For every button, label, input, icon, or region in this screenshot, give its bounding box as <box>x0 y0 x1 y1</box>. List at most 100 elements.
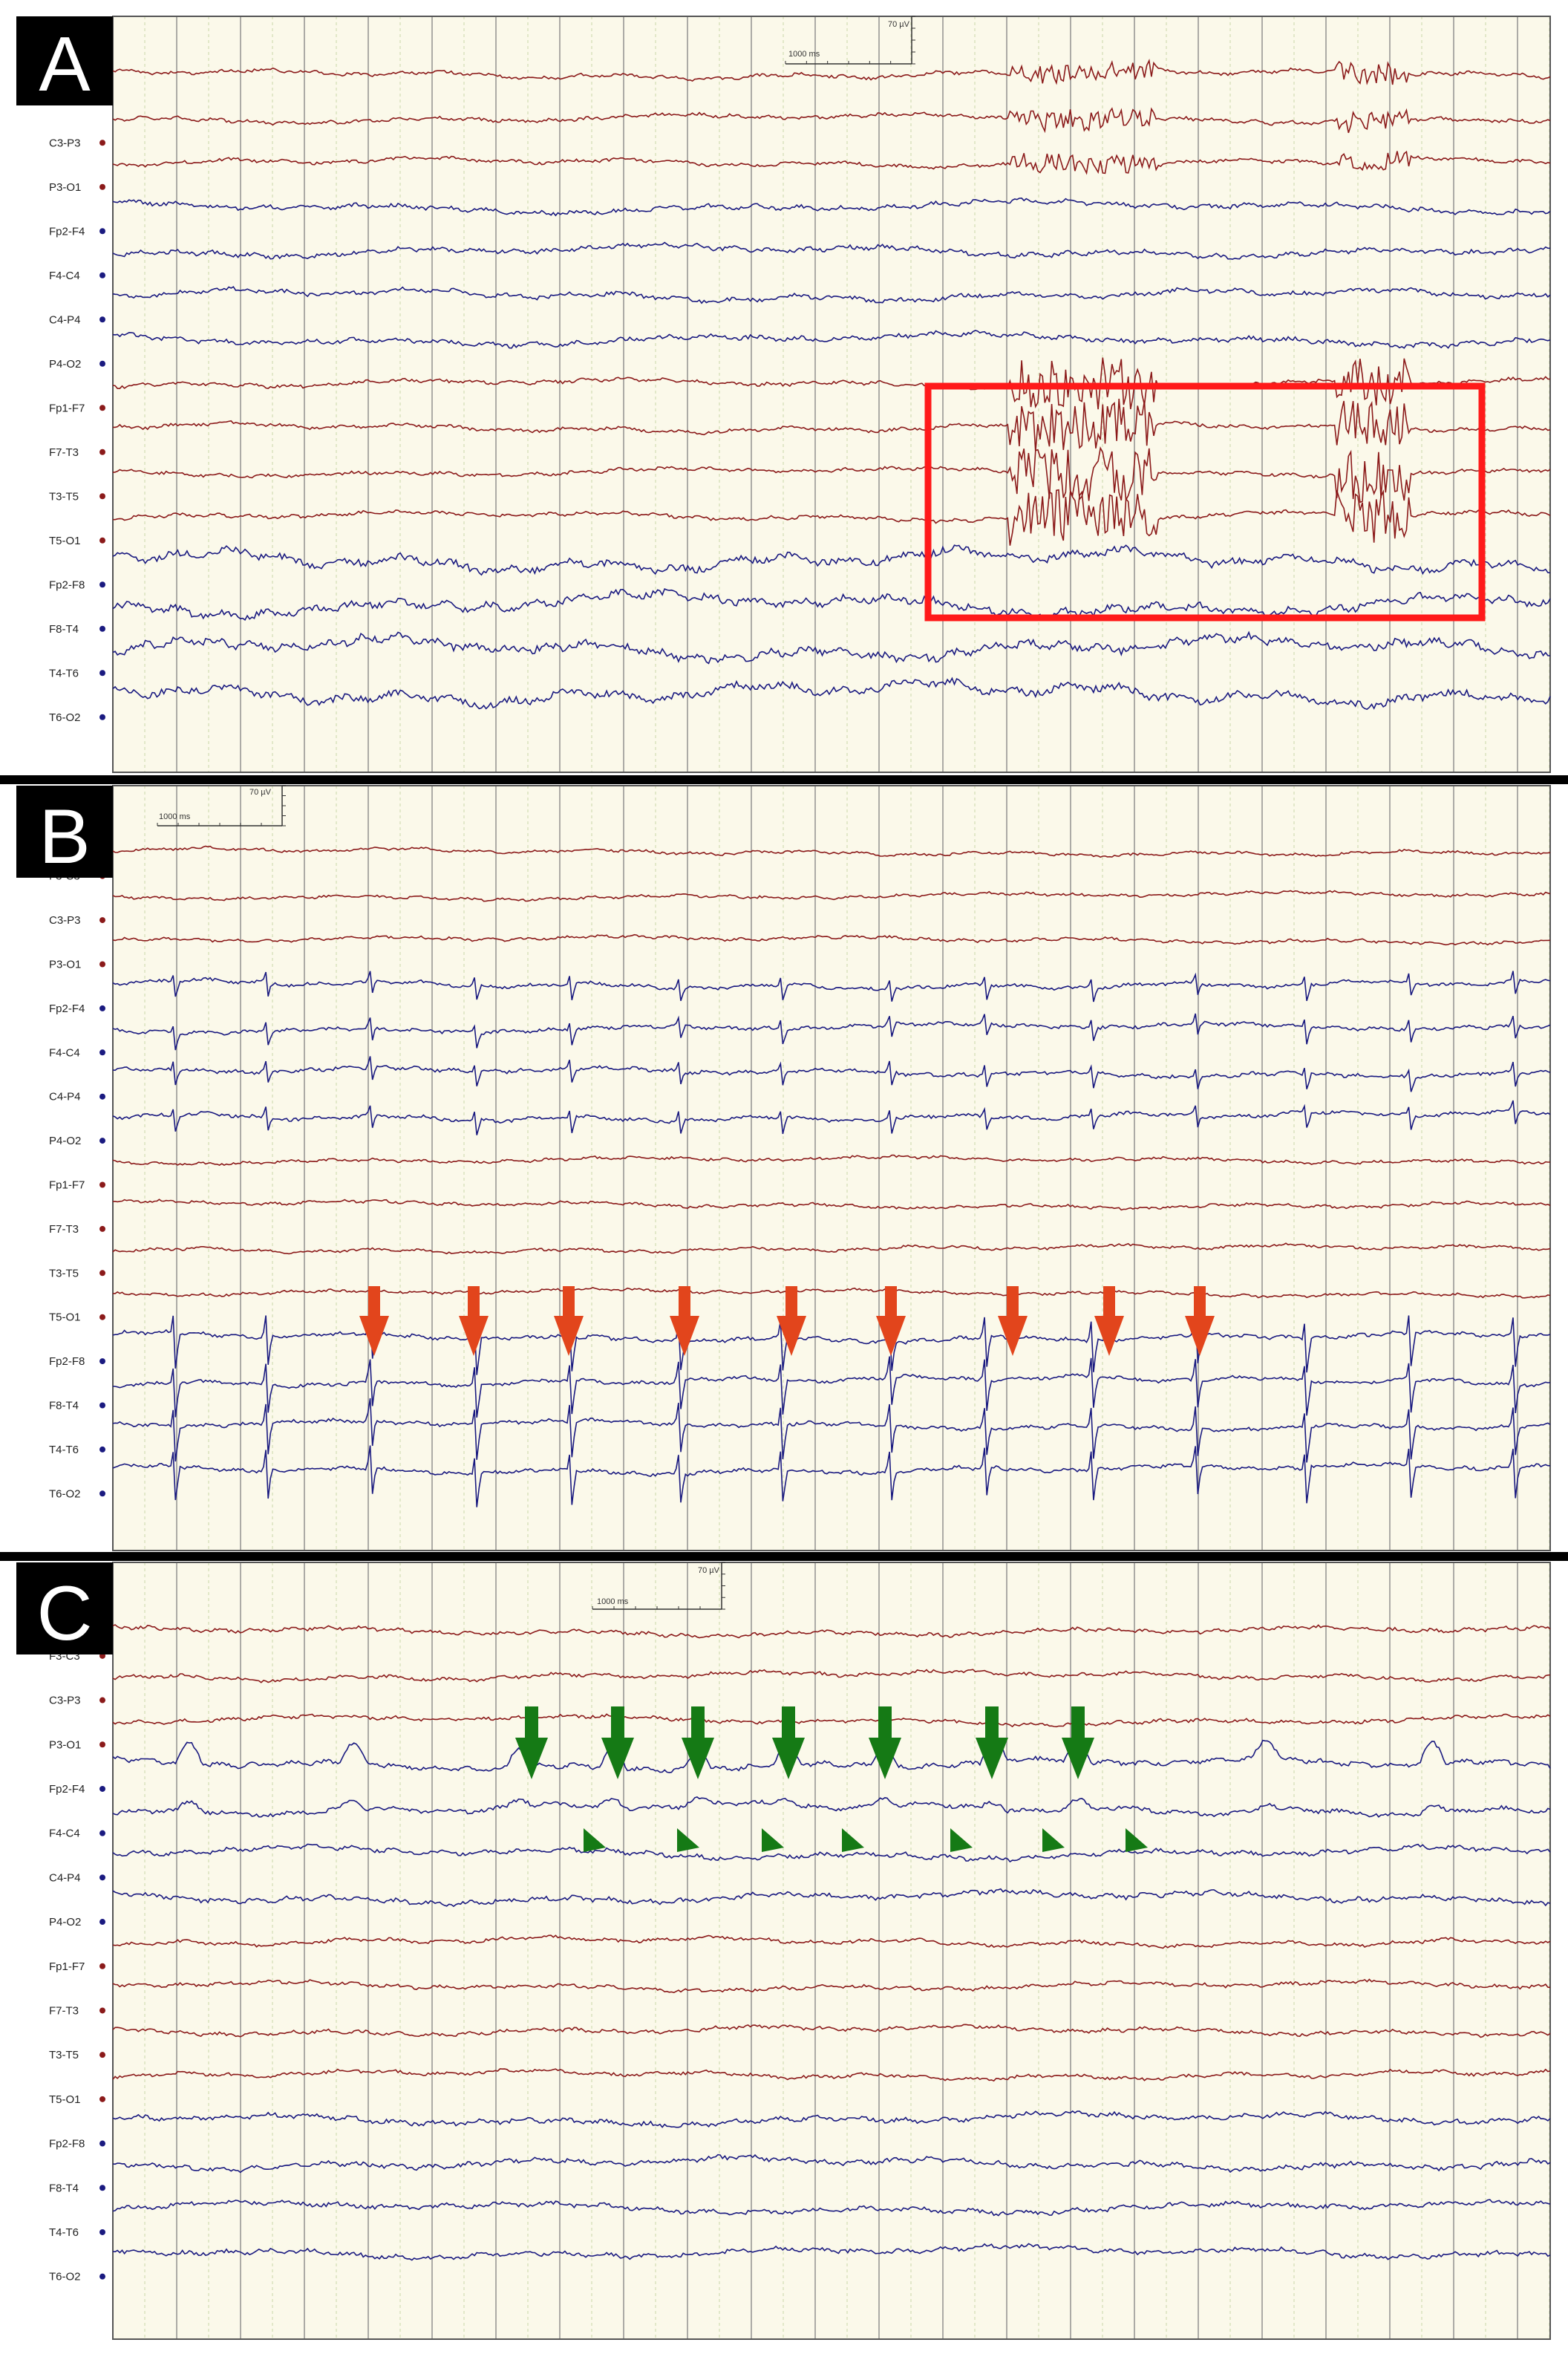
panel-letter: B <box>39 794 90 880</box>
eeg-trace <box>112 357 1551 410</box>
eeg-trace <box>112 630 1551 665</box>
channel-label: Fp2-F8 <box>49 2138 85 2151</box>
channel-label: T6-O2 <box>49 2271 81 2283</box>
eeg-trace <box>112 1843 1551 1863</box>
red-arrow <box>359 1286 389 1356</box>
red-arrow <box>459 1286 489 1356</box>
eeg-trace <box>112 241 1551 260</box>
scale-time-label: 1000 ms <box>788 50 820 59</box>
channel-dot <box>99 2096 105 2102</box>
plot-border <box>112 1562 1551 2340</box>
channel-dot <box>99 1741 105 1748</box>
red-arrow <box>1094 1286 1124 1356</box>
channel-label: T3-T5 <box>49 2049 79 2061</box>
channel-label: T3-T5 <box>49 1267 79 1279</box>
eeg-trace <box>112 1713 1551 1728</box>
panel-separator <box>0 775 1568 784</box>
channel-label: F7-T3 <box>49 446 79 459</box>
channel-label: T5-O1 <box>49 1311 81 1324</box>
plot-background <box>113 786 1550 1551</box>
channel-label: C3-P3 <box>49 914 81 927</box>
channel-label: C3-P3 <box>49 137 81 149</box>
green-arrowhead <box>842 1828 864 1852</box>
channel-dot <box>99 449 105 455</box>
channel-label-column <box>0 1562 113 2339</box>
channel-label: F8-T4 <box>49 1400 79 1412</box>
red-arrow <box>1185 1286 1215 1356</box>
eeg-trace <box>112 1154 1550 1167</box>
channel-dot <box>99 1697 105 1703</box>
eeg-trace <box>112 1100 1551 1135</box>
eeg-trace <box>112 107 1551 134</box>
eeg-trace <box>112 845 1551 858</box>
channel-label: T5-O1 <box>49 2093 81 2106</box>
red-arrow <box>777 1286 806 1356</box>
plot-background <box>113 1562 1550 2339</box>
green-arrowhead <box>584 1828 606 1852</box>
panel-tag <box>16 786 113 878</box>
eeg-trace <box>112 933 1551 946</box>
panel-letter: C <box>36 1571 92 1657</box>
scale-amplitude-label: 70 µV <box>249 788 272 797</box>
channel-dot <box>99 961 105 968</box>
channel-label: P4-O2 <box>49 358 81 371</box>
eeg-trace <box>112 1624 1551 1639</box>
channel-label: T4-T6 <box>49 1444 79 1456</box>
channel-label: Fp1-F7 <box>49 402 85 414</box>
red-arrow <box>998 1286 1028 1356</box>
channel-label: Fp1-F7 <box>49 1179 85 1192</box>
eeg-trace <box>112 1242 1551 1255</box>
green-arrowhead <box>1126 1828 1148 1852</box>
channel-dot <box>99 1874 105 1881</box>
channel-dot <box>99 670 105 676</box>
channel-dot <box>99 1358 105 1365</box>
panel-a: F3-C3C3-P3P3-O1Fp2-F4F4-C4C4-P4P4-O2Fp1-… <box>0 16 1551 773</box>
channel-dot <box>99 537 105 544</box>
channel-label: Fp2-F4 <box>49 225 85 238</box>
channel-label: P3-O1 <box>49 959 81 971</box>
eeg-trace <box>112 2154 1551 2174</box>
channel-label: P3-O1 <box>49 1738 81 1751</box>
eeg-trace <box>112 1738 1551 1773</box>
channel-dot <box>99 2007 105 2014</box>
panel-c: F3-C3C3-P3P3-O1Fp2-F4F4-C4C4-P4P4-O2Fp1-… <box>0 1562 1551 2340</box>
channel-dot <box>99 1402 105 1409</box>
channel-label: F4-C4 <box>49 270 80 282</box>
plot-border <box>112 785 1551 1551</box>
channel-dot <box>99 183 105 190</box>
channel-label: F4-C4 <box>49 1828 80 1840</box>
channel-dot <box>99 316 105 323</box>
channel-label: F7-T3 <box>49 2004 79 2017</box>
green-arrow <box>601 1706 634 1779</box>
channel-dot <box>99 625 105 632</box>
channel-label: C4-P4 <box>49 1091 81 1103</box>
channel-label: Fp2-F8 <box>49 578 85 591</box>
green-arrowhead <box>1042 1828 1065 1852</box>
channel-label: T4-T6 <box>49 667 79 679</box>
channel-dot <box>99 2140 105 2147</box>
eeg-trace <box>112 197 1551 217</box>
channel-label: P4-O2 <box>49 1135 81 1147</box>
green-arrow <box>515 1706 548 1779</box>
channel-dot <box>99 714 105 720</box>
eeg-trace <box>112 330 1551 349</box>
eeg-trace <box>112 1978 1551 1994</box>
panel-tag <box>16 16 113 105</box>
eeg-trace <box>112 1445 1551 1507</box>
channel-dot <box>99 2185 105 2191</box>
time-grid <box>112 1562 1550 2339</box>
eeg-trace <box>112 1669 1551 1683</box>
channel-label: T6-O2 <box>49 711 81 724</box>
green-arrowhead <box>762 1828 784 1852</box>
eeg-trace <box>112 2199 1551 2217</box>
channel-dot <box>99 2229 105 2235</box>
channel-dot <box>99 2273 105 2280</box>
channel-label: C4-P4 <box>49 313 81 326</box>
eeg-trace <box>112 588 1551 621</box>
channel-label: Fp1-F7 <box>49 1960 85 1973</box>
eeg-trace <box>112 1934 1551 1949</box>
channel-label: F8-T4 <box>49 2182 79 2194</box>
channel-label: C4-P4 <box>49 1871 81 1884</box>
channel-dot <box>99 1490 105 1497</box>
